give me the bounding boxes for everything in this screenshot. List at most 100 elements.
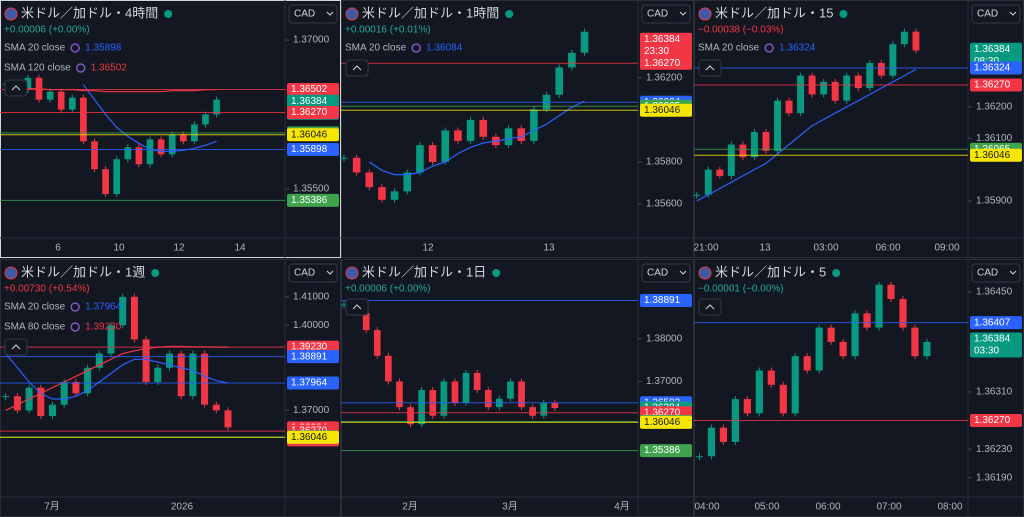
candle	[68, 97, 76, 110]
price-tag	[287, 430, 339, 444]
price-tag	[287, 106, 339, 120]
candle	[451, 381, 459, 403]
indicator-icon[interactable]	[70, 322, 80, 332]
collapse-button[interactable]	[698, 59, 722, 77]
collapse-caret	[705, 304, 715, 310]
flag-icon	[4, 266, 18, 280]
candle	[507, 381, 514, 399]
candle	[189, 353, 197, 397]
candle	[851, 313, 859, 357]
currency-label: CAD	[647, 268, 668, 279]
indicator-icon[interactable]	[411, 43, 421, 53]
candle	[24, 77, 32, 90]
indicator-icon[interactable]	[70, 302, 80, 312]
indicator-icon[interactable]	[70, 43, 80, 53]
panel-frame	[0, 259, 341, 517]
price-tag	[970, 61, 1022, 75]
time-label: 13	[543, 243, 555, 254]
candle	[135, 147, 143, 165]
candle	[854, 75, 862, 89]
candle	[142, 339, 150, 382]
candle	[739, 144, 747, 158]
price-tag-label: 1.36407	[974, 317, 1011, 328]
candle	[362, 312, 370, 331]
countdown: 23:30	[644, 46, 669, 57]
price-tag	[287, 128, 339, 142]
symbol-title: 米ドル／加ドル・1週	[21, 264, 145, 279]
sma-line	[5, 353, 229, 400]
candle	[693, 194, 701, 196]
price-tag	[970, 78, 1022, 92]
candle	[340, 304, 348, 306]
collapse-button[interactable]	[4, 338, 28, 356]
candle	[416, 145, 424, 173]
candle	[839, 341, 847, 357]
collapse-button[interactable]	[345, 59, 369, 77]
time-label: 7月	[44, 501, 60, 513]
chart-panel: 1.36200 1.35800 1.35600 12 13 SMA 20 close 1.3…	[340, 0, 694, 258]
price-tag	[970, 42, 1022, 68]
currency-button[interactable]	[288, 4, 338, 24]
candle	[2, 396, 10, 398]
candle	[124, 147, 132, 160]
candle	[555, 67, 564, 95]
candle	[899, 299, 907, 328]
currency-button[interactable]	[971, 263, 1021, 283]
price-change: +0.00006 (+0.00%)	[345, 284, 431, 295]
candle	[179, 134, 187, 142]
candle	[750, 132, 758, 158]
currency-button[interactable]	[641, 263, 691, 283]
candle	[820, 81, 828, 95]
candle	[224, 410, 232, 428]
countdown: 08:30	[974, 56, 999, 67]
collapse-button[interactable]	[4, 79, 28, 97]
price-tag	[287, 82, 339, 96]
candle	[146, 139, 154, 165]
collapse-button[interactable]	[698, 298, 722, 316]
collapse-caret	[11, 85, 21, 91]
candle	[530, 109, 538, 141]
candle	[154, 367, 162, 382]
price-label: 1.41000	[293, 291, 330, 302]
candle	[462, 372, 470, 403]
price-tag	[640, 56, 692, 70]
candle	[57, 91, 65, 110]
currency-button[interactable]	[971, 4, 1021, 24]
indicator-icon[interactable]	[75, 63, 86, 73]
price-tag	[640, 444, 692, 458]
time-label: 14	[234, 243, 246, 254]
indicator-name: SMA 80 close	[4, 322, 66, 333]
price-tag-label: 1.37964	[291, 378, 328, 389]
currency-button[interactable]	[641, 4, 691, 24]
candle	[373, 330, 381, 356]
candle	[827, 327, 835, 342]
candle	[779, 384, 787, 414]
currency-button[interactable]	[288, 263, 338, 283]
indicator-value: 1.39230	[85, 322, 122, 333]
collapse-button[interactable]	[345, 298, 369, 316]
panel-frame	[0, 0, 341, 258]
indicator-name: SMA 20 close	[4, 302, 66, 313]
indicator-name: SMA 20 close	[345, 43, 407, 54]
time-label: 13	[759, 243, 771, 254]
currency-label: CAD	[294, 9, 315, 20]
candle	[165, 353, 174, 368]
sma-line	[368, 100, 585, 176]
candle	[37, 387, 45, 417]
candle	[863, 313, 871, 328]
candle	[551, 402, 559, 409]
candle	[441, 130, 450, 162]
chart-panel: 1.380001.370002月3月4月1.388911.365021.3638…	[340, 259, 694, 517]
candle	[484, 390, 492, 408]
indicator-value: 1.37964	[85, 302, 122, 313]
time-label: 06:00	[815, 502, 840, 513]
candle	[815, 327, 823, 371]
time-label: 2026	[171, 502, 194, 513]
price-tag	[287, 350, 339, 364]
indicator-icon[interactable]	[764, 43, 774, 53]
time-label: 10	[113, 243, 125, 254]
candle	[473, 372, 481, 391]
candle	[719, 427, 728, 442]
candle	[568, 52, 576, 68]
time-label: 09:00	[934, 243, 959, 254]
